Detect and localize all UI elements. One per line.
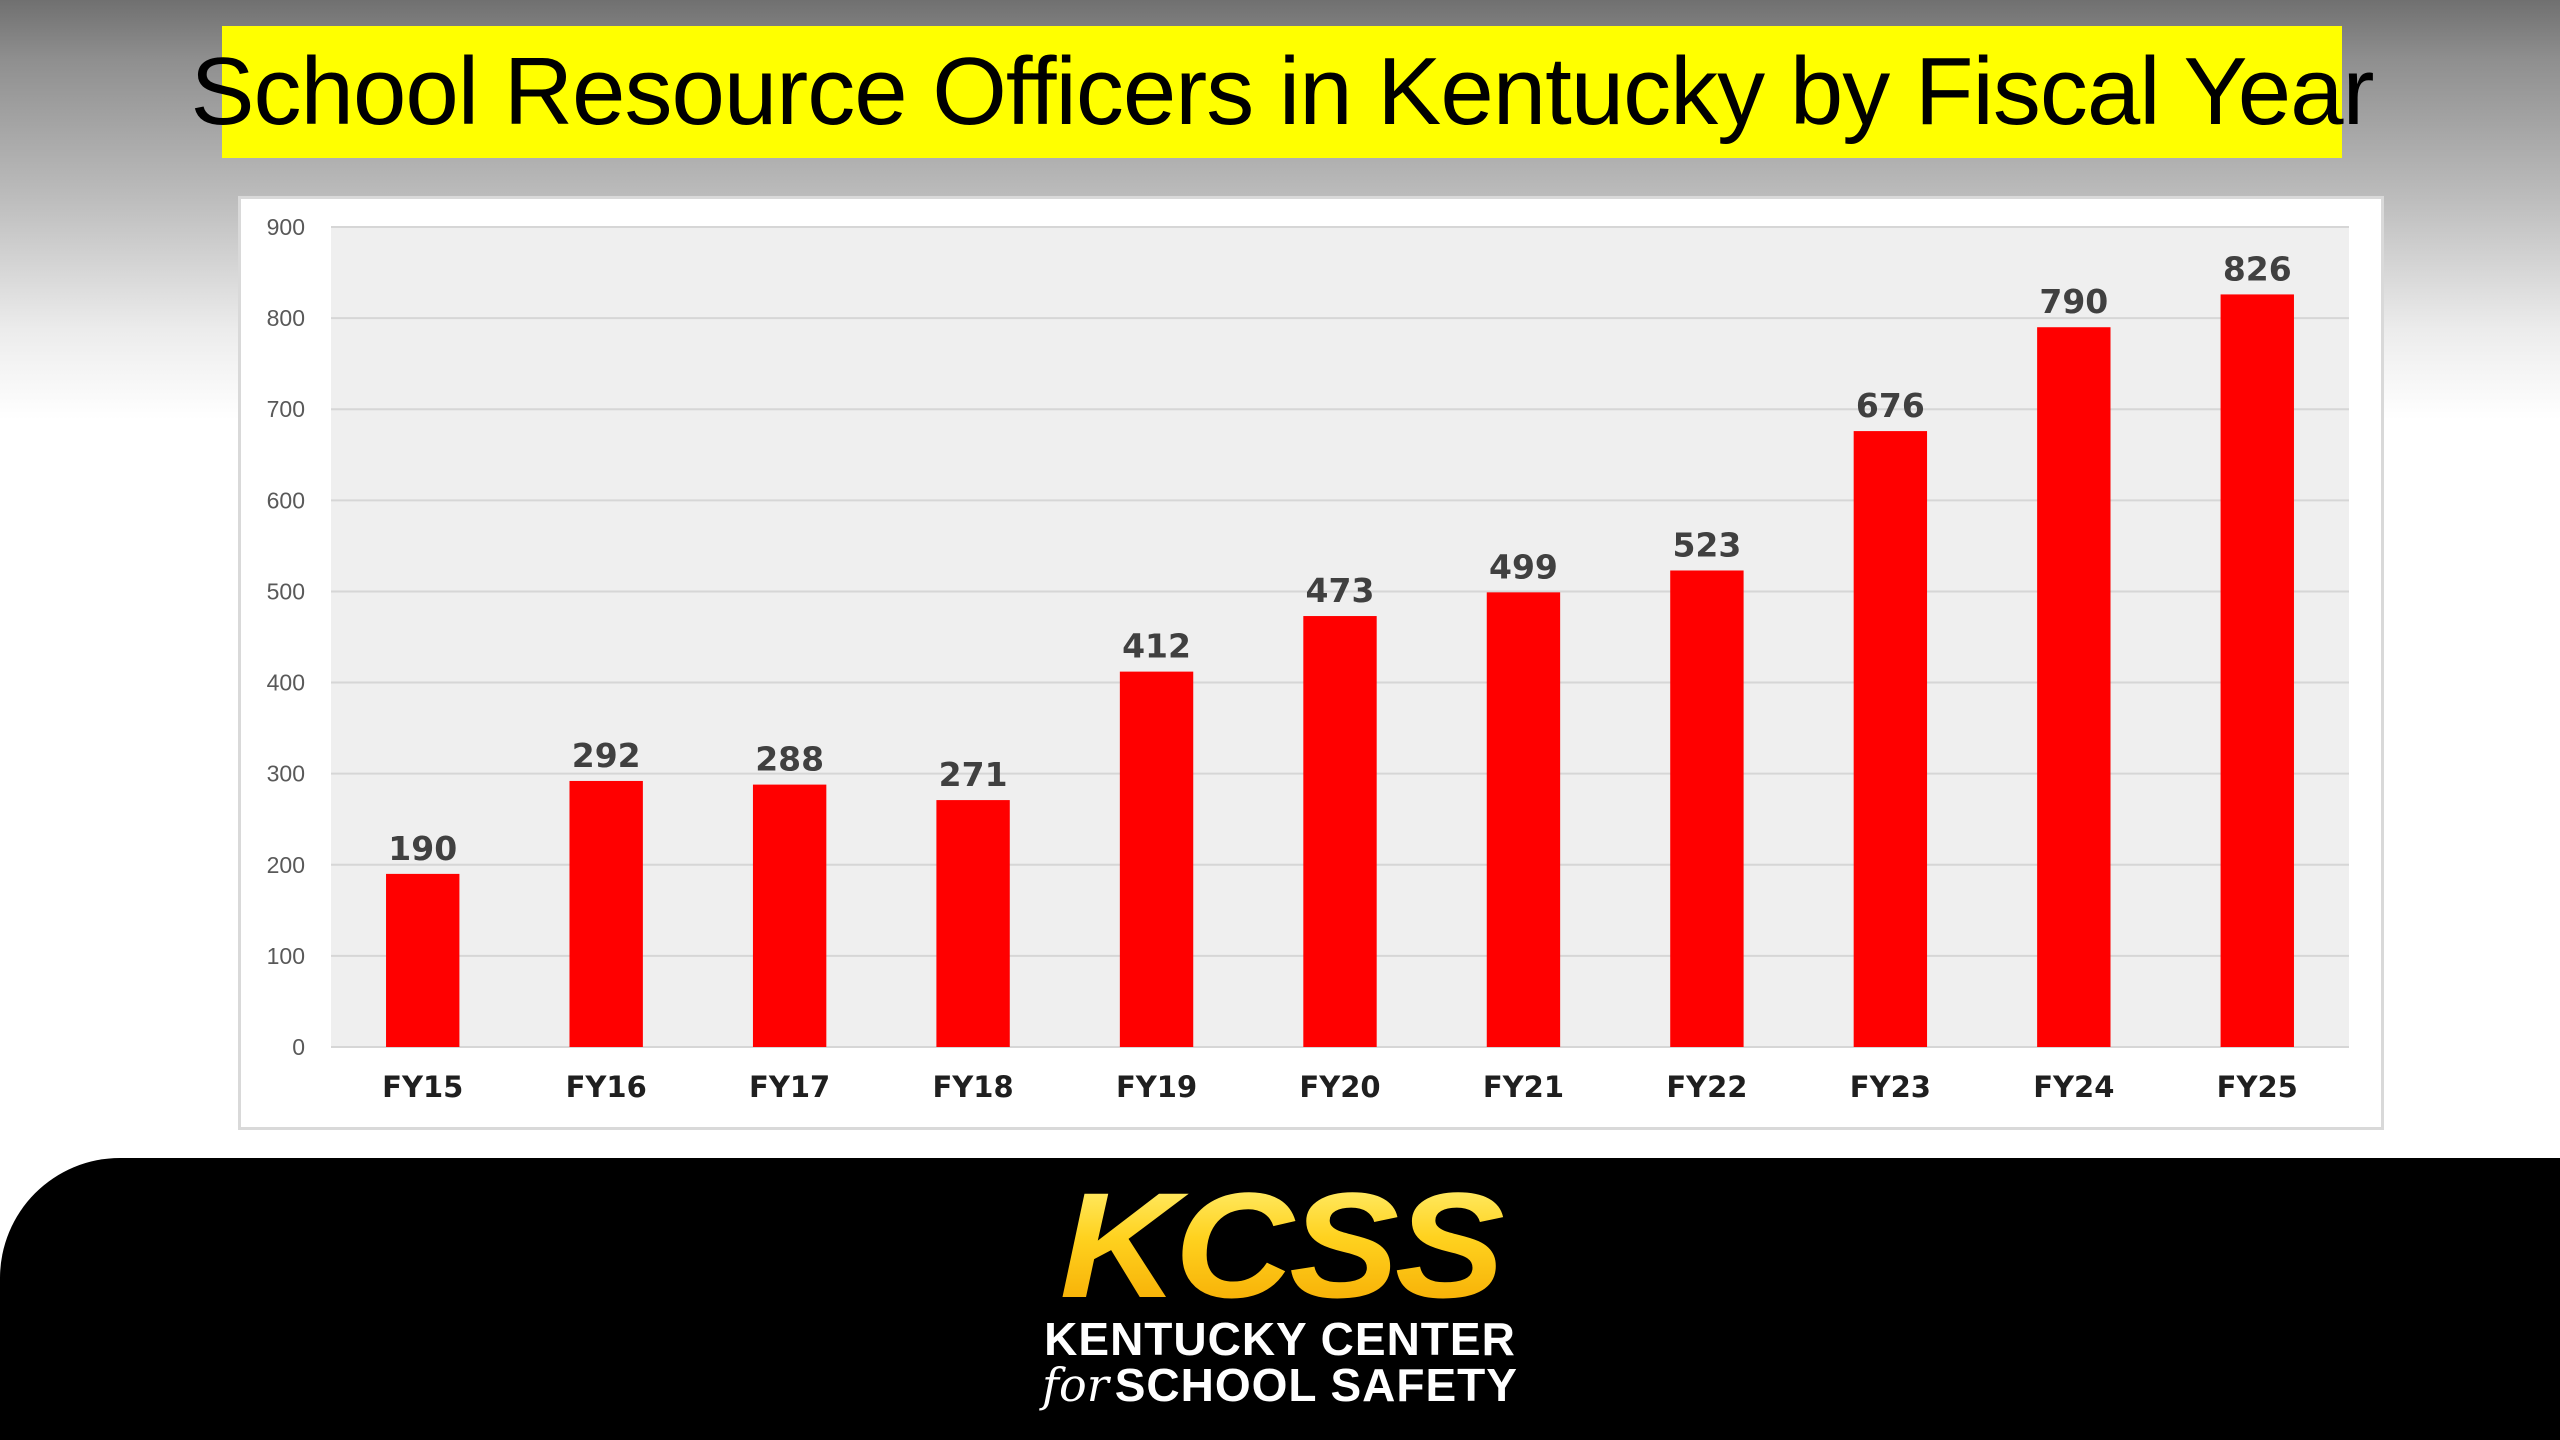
y-tick-label: 800 bbox=[267, 305, 305, 331]
data-label: 676 bbox=[1856, 386, 1925, 425]
data-label: 499 bbox=[1489, 547, 1558, 586]
bar bbox=[1486, 592, 1561, 1047]
data-labels: 190 292 288 271 412 473 499 523 676 790 826 bbox=[388, 249, 2291, 867]
org-name-line2: for SCHOOL SAFETY bbox=[0, 1362, 2560, 1408]
x-tick-label: FY18 bbox=[933, 1070, 1014, 1104]
kcss-logo: KCSS bbox=[0, 1170, 2560, 1320]
bar bbox=[1119, 671, 1194, 1047]
x-tick-label: FY23 bbox=[1850, 1070, 1931, 1104]
bar bbox=[1670, 570, 1744, 1047]
bar bbox=[752, 784, 827, 1047]
data-label: 271 bbox=[939, 755, 1008, 794]
x-tick-label: FY15 bbox=[382, 1070, 463, 1104]
y-tick-label: 200 bbox=[267, 852, 305, 878]
x-axis-ticks: FY15 FY16 FY17 FY18 FY19 FY20 FY21 FY22 FY23 FY24… bbox=[382, 1070, 2298, 1104]
x-tick-label: FY16 bbox=[566, 1070, 647, 1104]
data-label: 412 bbox=[1122, 627, 1191, 666]
data-label: 826 bbox=[2223, 249, 2292, 288]
org-name-line2-text: SCHOOL SAFETY bbox=[1114, 1359, 1518, 1411]
data-label: 190 bbox=[388, 829, 457, 868]
bar bbox=[1303, 616, 1377, 1047]
data-label: 523 bbox=[1672, 525, 1741, 564]
y-tick-label: 700 bbox=[267, 396, 305, 422]
bar bbox=[2220, 294, 2294, 1047]
y-tick-label: 900 bbox=[267, 214, 305, 240]
x-tick-label: FY25 bbox=[2217, 1070, 2298, 1104]
org-name-for: for bbox=[1042, 1358, 1109, 1412]
bars bbox=[386, 294, 2294, 1047]
x-tick-label: FY21 bbox=[1483, 1070, 1564, 1104]
bar bbox=[569, 780, 643, 1047]
bar bbox=[2037, 327, 2111, 1047]
x-tick-label: FY20 bbox=[1299, 1070, 1380, 1104]
y-tick-label: 0 bbox=[292, 1034, 305, 1060]
y-tick-label: 400 bbox=[267, 670, 305, 696]
data-label: 790 bbox=[2039, 282, 2108, 321]
x-tick-label: FY24 bbox=[2033, 1070, 2114, 1104]
x-tick-label: FY19 bbox=[1116, 1070, 1197, 1104]
bar bbox=[936, 800, 1010, 1047]
data-label: 292 bbox=[572, 736, 641, 775]
data-label: 288 bbox=[755, 740, 824, 779]
bar bbox=[386, 873, 460, 1047]
bar-chart: 0 100 200 300 400 500 600 700 800 900 190 292 288 27… bbox=[267, 214, 2349, 1104]
org-name-line1: KENTUCKY CENTER bbox=[1044, 1313, 1516, 1365]
y-tick-label: 300 bbox=[267, 761, 305, 787]
y-tick-label: 600 bbox=[267, 487, 305, 513]
y-tick-label: 500 bbox=[267, 578, 305, 604]
x-tick-label: FY22 bbox=[1666, 1070, 1747, 1104]
title-highlight: School Resource Officers in Kentucky by … bbox=[191, 26, 2374, 158]
data-label: 473 bbox=[1306, 571, 1375, 610]
bar bbox=[1853, 431, 1928, 1047]
x-tick-label: FY17 bbox=[749, 1070, 830, 1104]
slide-title: School Resource Officers in Kentucky by … bbox=[190, 38, 2375, 145]
chart-container: 0 100 200 300 400 500 600 700 800 900 190 292 288 27… bbox=[238, 196, 2384, 1130]
y-axis-ticks: 0 100 200 300 400 500 600 700 800 900 bbox=[267, 214, 305, 1060]
y-tick-label: 100 bbox=[267, 943, 305, 969]
footer-band bbox=[0, 1158, 2560, 1440]
